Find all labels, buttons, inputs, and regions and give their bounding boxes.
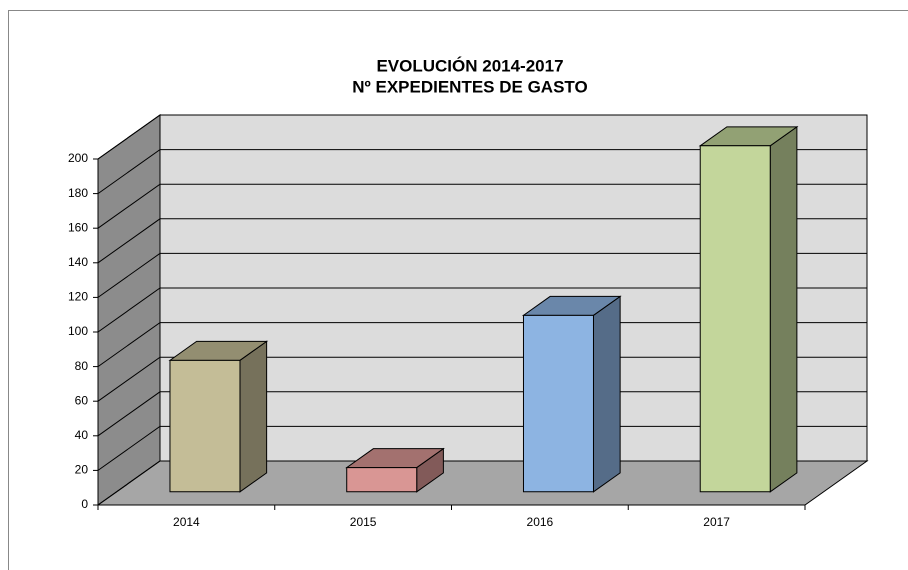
bar xyxy=(698,125,799,493)
x-tick-label: 2017 xyxy=(703,515,730,529)
chart-title: EVOLUCIÓN 2014-2017 xyxy=(376,56,563,75)
grid-line xyxy=(97,356,867,402)
grid-line xyxy=(97,391,867,437)
bar-side xyxy=(592,295,621,493)
y-tick-label: 140 xyxy=(68,255,88,269)
y-tick-label: 160 xyxy=(68,220,88,234)
grid-line xyxy=(97,287,867,333)
bar-front xyxy=(699,145,771,493)
grid-line xyxy=(97,218,867,264)
bar xyxy=(168,340,269,493)
grid-line xyxy=(97,322,867,368)
grid-line xyxy=(97,183,867,229)
chart-frame xyxy=(8,10,908,570)
y-tick-label: 20 xyxy=(75,463,89,477)
grid-line xyxy=(97,149,867,195)
x-tick-label: 2014 xyxy=(173,515,200,529)
bar xyxy=(345,447,445,493)
y-tick-label: 80 xyxy=(75,359,89,373)
bar-front xyxy=(346,467,418,493)
y-tick-label: 180 xyxy=(68,186,88,200)
chart-title: Nº EXPEDIENTES DE GASTO xyxy=(352,77,587,96)
y-tick-label: 0 xyxy=(81,497,88,511)
y-tick-label: 200 xyxy=(68,151,88,165)
y-tick-label: 60 xyxy=(75,393,89,407)
bar-front xyxy=(169,359,241,493)
y-tick-label: 120 xyxy=(68,290,88,304)
y-tick-label: 100 xyxy=(68,324,88,338)
grid-line xyxy=(97,252,867,298)
grid-line xyxy=(97,114,867,160)
bar xyxy=(521,295,622,493)
bar-side xyxy=(769,125,798,493)
grid-line xyxy=(97,425,867,471)
y-tick-label: 40 xyxy=(75,428,89,442)
x-tick-label: 2015 xyxy=(350,515,377,529)
grid-line xyxy=(97,460,867,506)
x-tick-label: 2016 xyxy=(527,515,554,529)
bar-side xyxy=(239,340,268,493)
bar-front xyxy=(522,314,594,493)
